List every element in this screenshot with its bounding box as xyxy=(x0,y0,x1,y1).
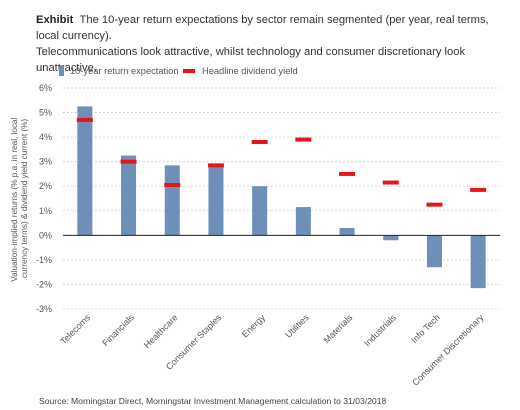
x-category-label: Consumer Discretionary xyxy=(410,312,486,388)
y-tick-label: -1% xyxy=(36,255,52,265)
x-category-label: Info Tech xyxy=(409,312,442,345)
x-category-label: Healthcare xyxy=(142,312,180,350)
legend-swatch-dividend xyxy=(183,69,195,73)
legend-label-dividend: Headline dividend yield xyxy=(202,66,298,76)
bar-return xyxy=(339,227,355,236)
legend-item-dividend: Headline dividend yield xyxy=(183,66,298,76)
chart-plot: Valuation-implied returns (% p.a. in rea… xyxy=(10,83,500,388)
bar-return xyxy=(77,106,93,236)
chart-title: The 10-year return expectations by secto… xyxy=(36,14,489,42)
x-category-label: Financials xyxy=(100,312,136,348)
bar-return xyxy=(208,165,224,236)
legend-item-return: 10-year return expectation xyxy=(59,66,179,76)
bar-return xyxy=(383,235,399,241)
y-tick-label: 3% xyxy=(39,157,52,167)
y-tick-label: 1% xyxy=(39,206,52,216)
x-category-label: Energy xyxy=(240,312,268,340)
dividend-marker xyxy=(76,117,93,122)
bar-return xyxy=(470,235,486,289)
bar-return xyxy=(121,155,137,236)
bar-return xyxy=(295,207,311,236)
exhibit-tag: Exhibit xyxy=(36,14,74,26)
chart-subtitle: Telecommunications look attractive, whil… xyxy=(36,46,466,74)
y-tick-label: 2% xyxy=(39,181,52,191)
legend-swatch-bar xyxy=(59,66,64,76)
x-category-label: Utilities xyxy=(283,312,311,340)
x-category-label: Industrials xyxy=(362,312,398,348)
dividend-marker xyxy=(426,202,443,207)
y-tick-label: 5% xyxy=(39,108,52,118)
y-axis-label-line2: currency terms) & dividend yield current… xyxy=(20,119,29,279)
dividend-marker xyxy=(164,182,181,187)
x-category-label: Materials xyxy=(322,312,355,345)
x-category-label: Telecoms xyxy=(58,312,92,346)
y-axis-label: Valuation-implied returns (% p.a. in rea… xyxy=(10,115,29,281)
bar-return xyxy=(252,186,268,236)
dividend-marker xyxy=(295,137,312,142)
dividend-marker xyxy=(120,159,137,164)
y-tick-label: -3% xyxy=(36,304,52,314)
y-tick-label: 4% xyxy=(39,132,52,142)
y-tick-label: 0% xyxy=(39,230,52,240)
chart-legend: 10-year return expectation Headline divi… xyxy=(0,66,520,80)
bar-return xyxy=(164,165,180,236)
bar-return xyxy=(426,235,442,268)
dividend-marker xyxy=(382,180,399,185)
y-tick-label: 6% xyxy=(39,83,52,93)
dividend-marker xyxy=(470,187,487,192)
y-tick-label: -2% xyxy=(36,279,52,289)
dividend-marker xyxy=(251,140,268,145)
source-note: Source: Morningstar Direct, Morningstar … xyxy=(39,396,387,406)
dividend-marker xyxy=(339,171,356,176)
dividend-marker xyxy=(207,163,224,168)
legend-label-return: 10-year return expectation xyxy=(70,66,179,76)
chart-header: Exhibit The 10-year return expectations … xyxy=(36,12,514,76)
y-axis-label-line1: Valuation-implied returns (% p.a. in rea… xyxy=(10,117,19,281)
